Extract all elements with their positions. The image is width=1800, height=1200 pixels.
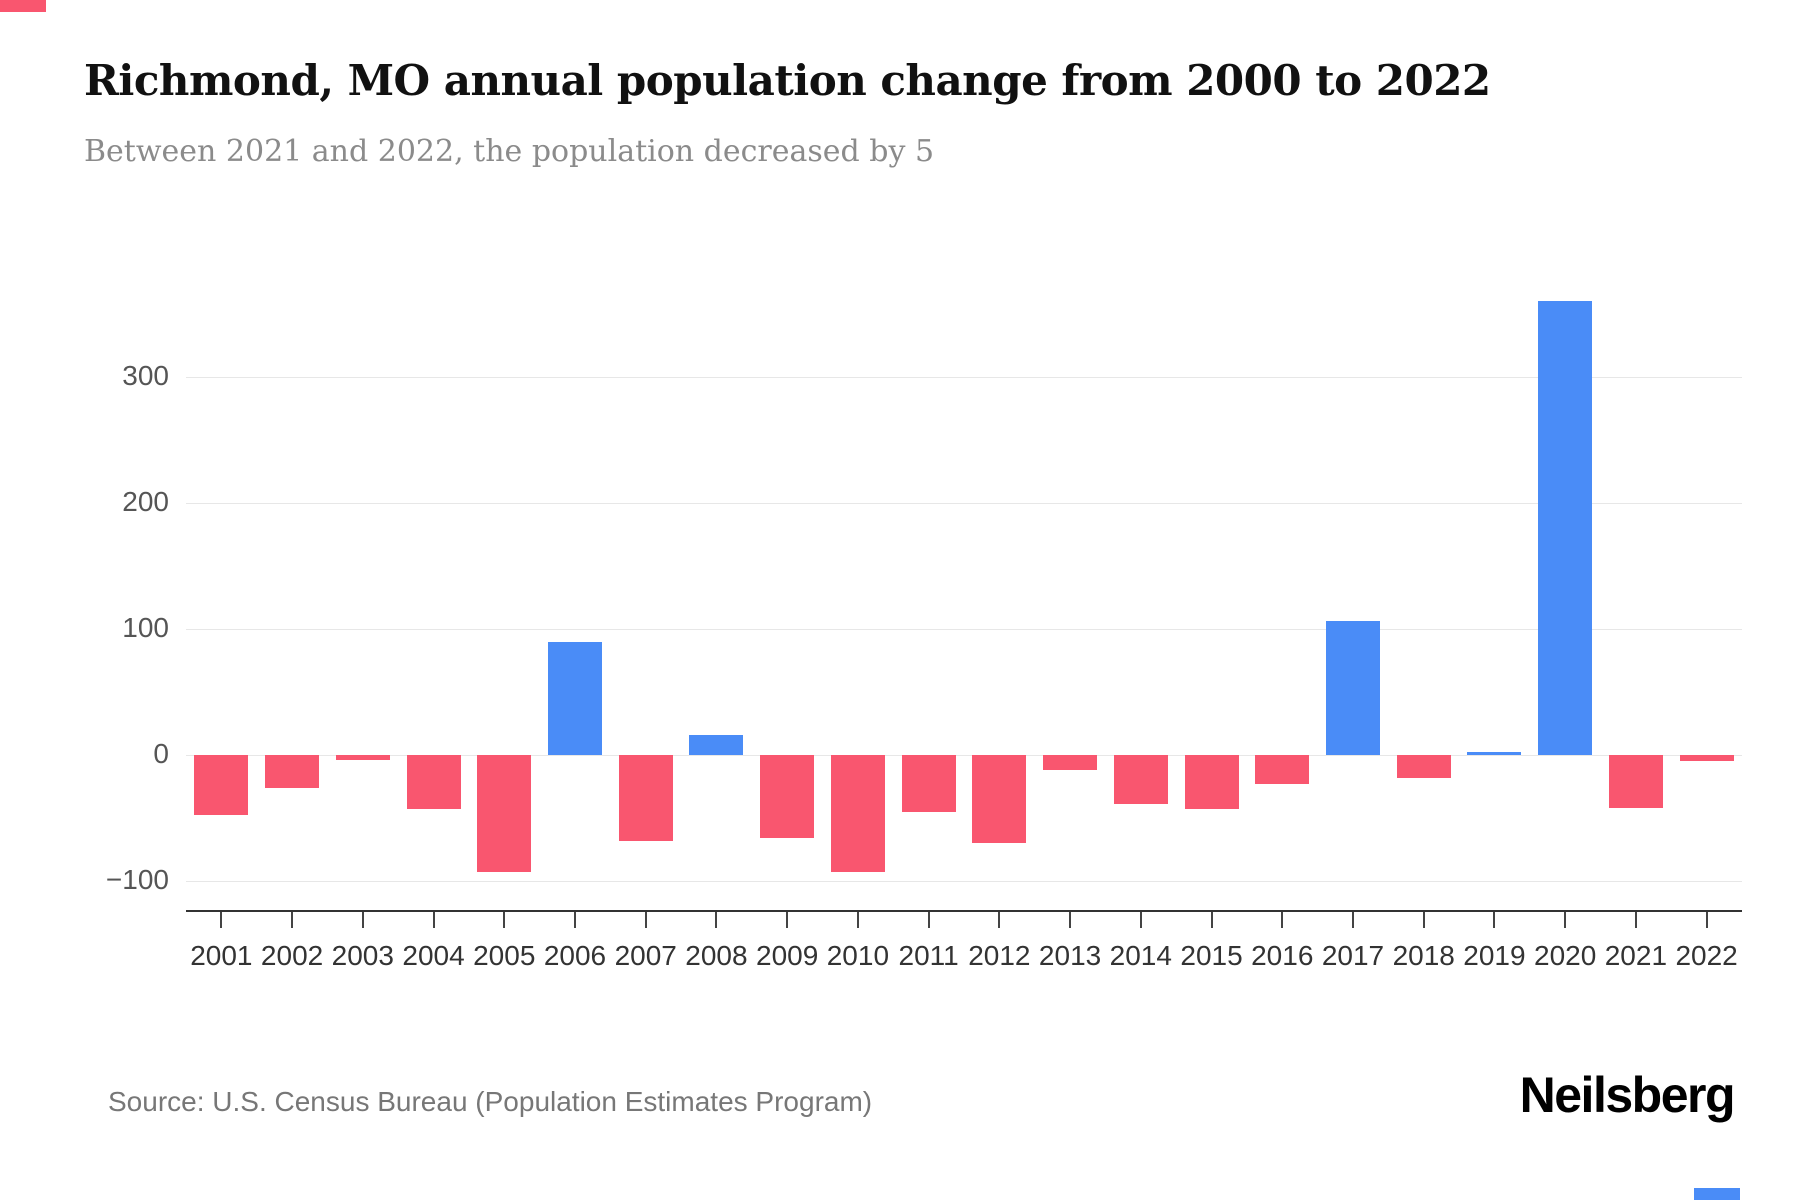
chart-title: Richmond, MO annual population change fr… bbox=[84, 56, 1491, 105]
bar-2005 bbox=[477, 754, 532, 873]
gridline--100 bbox=[186, 881, 1742, 882]
bar-chart-plot-area: 300 200 100 0 −100 2001 2002 2003 2004 2005 2006 20… bbox=[106, 266, 1742, 971]
x-axis-label-2019: 2019 bbox=[1463, 940, 1526, 971]
x-axis-label-2005: 2005 bbox=[473, 940, 536, 971]
x-axis-tick bbox=[1281, 912, 1284, 928]
x-axis-tick bbox=[220, 912, 223, 928]
bar-2013 bbox=[1043, 754, 1098, 771]
x-axis-label-2003: 2003 bbox=[331, 940, 394, 971]
x-axis-tick bbox=[1069, 912, 1072, 928]
x-axis-tick bbox=[1705, 912, 1708, 928]
bar-2011 bbox=[901, 754, 956, 812]
x-axis-label-2010: 2010 bbox=[826, 940, 890, 971]
x-axis-label-2009: 2009 bbox=[756, 940, 819, 971]
bar-2022 bbox=[1679, 754, 1734, 762]
bar-2008 bbox=[689, 734, 744, 755]
x-axis-tick bbox=[927, 912, 930, 928]
x-axis-tick bbox=[1422, 912, 1425, 928]
bar-2001 bbox=[194, 754, 249, 816]
x-axis-tick bbox=[998, 912, 1001, 928]
x-axis-tick bbox=[1634, 912, 1637, 928]
bar-2014 bbox=[1113, 754, 1168, 805]
bar-2017 bbox=[1326, 621, 1380, 755]
x-axis-tick bbox=[786, 912, 789, 928]
bar-2010 bbox=[830, 754, 885, 873]
x-axis-label-2021: 2021 bbox=[1604, 940, 1668, 971]
x-axis-label-2022: 2022 bbox=[1675, 940, 1738, 971]
x-axis-label-2020: 2020 bbox=[1534, 940, 1597, 971]
x-axis-tick bbox=[503, 912, 506, 928]
x-axis-tick bbox=[856, 912, 859, 928]
gridline-100 bbox=[186, 628, 1742, 630]
gridline-0 bbox=[186, 754, 1742, 756]
bar-2012 bbox=[972, 754, 1027, 844]
x-axis-tick bbox=[291, 912, 294, 928]
x-axis-label-2017: 2017 bbox=[1321, 940, 1385, 971]
neilsberg-logo: Neilsberg bbox=[1519, 1067, 1736, 1123]
x-axis-label-2007: 2007 bbox=[614, 940, 677, 971]
x-axis-tick bbox=[715, 912, 718, 928]
source-attribution: Source: U.S. Census Bureau (Population E… bbox=[108, 1086, 873, 1117]
bar-2021 bbox=[1608, 754, 1663, 808]
y-axis-tick-label: 300 bbox=[122, 359, 169, 391]
gridline-300 bbox=[186, 376, 1742, 378]
x-axis-tick bbox=[361, 912, 364, 928]
bar-2006 bbox=[548, 641, 602, 755]
bottom-right-accent-bar bbox=[1694, 1188, 1740, 1200]
bar-2018 bbox=[1396, 754, 1451, 778]
x-axis-label-2015: 2015 bbox=[1180, 940, 1243, 971]
bar-2007 bbox=[618, 754, 673, 841]
x-axis-tick bbox=[644, 912, 647, 928]
gridline-200 bbox=[186, 502, 1742, 504]
bar-2009 bbox=[760, 754, 815, 839]
x-axis-label-2016: 2016 bbox=[1251, 940, 1314, 971]
x-axis-tick bbox=[1210, 912, 1213, 928]
top-left-accent-bar bbox=[0, 0, 46, 12]
bar-2016 bbox=[1255, 754, 1310, 784]
x-axis-tick bbox=[574, 912, 576, 928]
chart-subtitle: Between 2021 and 2022, the population de… bbox=[84, 134, 935, 169]
x-axis-label-2006: 2006 bbox=[543, 940, 607, 971]
bar-2015 bbox=[1184, 754, 1239, 810]
x-axis-line bbox=[186, 910, 1742, 912]
x-axis-label-2004: 2004 bbox=[402, 940, 465, 971]
bar-2003 bbox=[335, 754, 390, 761]
y-axis-tick-label: 200 bbox=[122, 485, 169, 517]
x-axis-tick bbox=[432, 912, 435, 928]
y-axis-tick-label: −100 bbox=[105, 864, 169, 895]
y-axis-tick-label: 0 bbox=[153, 737, 169, 769]
x-axis-label-2018: 2018 bbox=[1392, 940, 1455, 971]
x-axis-tick bbox=[1139, 912, 1142, 928]
x-axis-label-2011: 2011 bbox=[898, 940, 959, 971]
x-axis-label-2014: 2014 bbox=[1109, 940, 1172, 971]
x-axis-tick bbox=[1493, 912, 1496, 928]
bar-2002 bbox=[265, 754, 320, 788]
bar-2019 bbox=[1467, 752, 1522, 755]
x-axis-label-2008: 2008 bbox=[685, 940, 748, 971]
bar-2020 bbox=[1538, 301, 1593, 755]
y-axis-tick-label: 100 bbox=[122, 611, 169, 643]
x-axis-label-2013: 2013 bbox=[1038, 940, 1102, 971]
bar-2004 bbox=[406, 754, 461, 810]
x-axis-label-2012: 2012 bbox=[968, 940, 1031, 971]
x-axis-tick bbox=[1564, 912, 1567, 928]
x-axis-label-2001: 2001 bbox=[190, 940, 253, 971]
x-axis-label-2002: 2002 bbox=[260, 940, 324, 971]
x-axis-tick bbox=[1352, 912, 1354, 928]
